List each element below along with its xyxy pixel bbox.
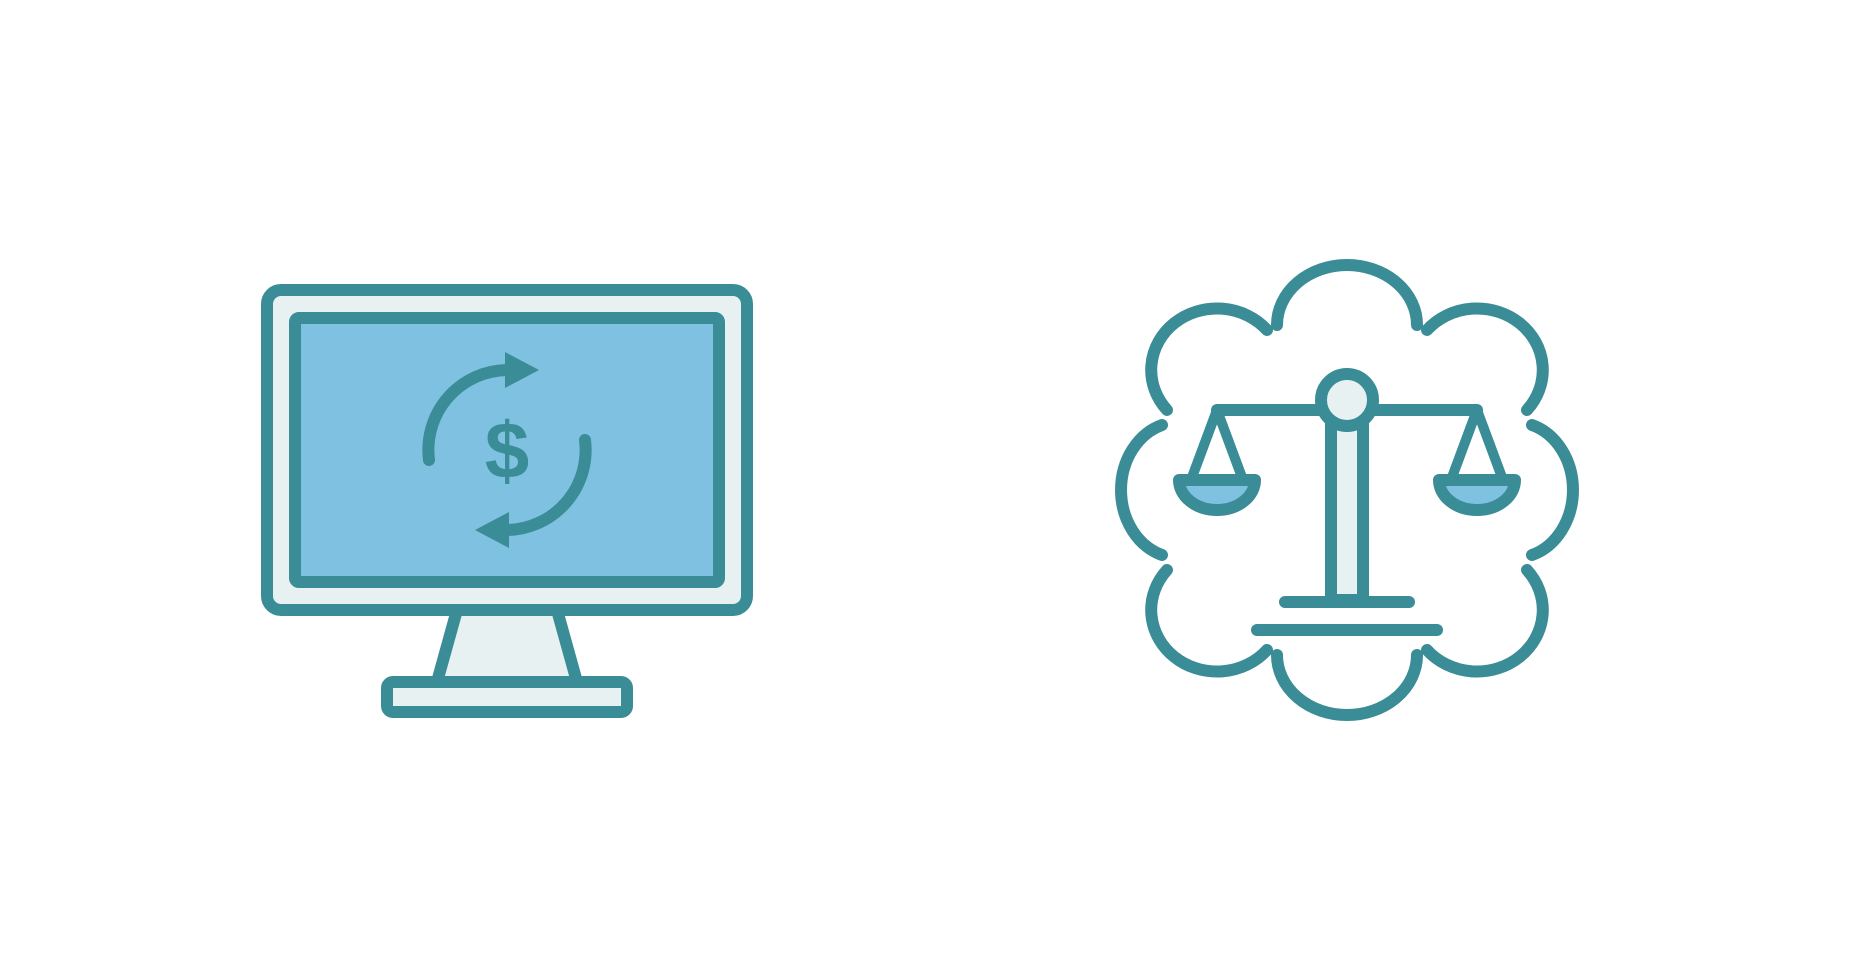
- monitor-stand-neck: [437, 610, 577, 682]
- scale-pillar: [1331, 410, 1363, 600]
- left-pan: [1179, 480, 1255, 510]
- scales-svg: [1087, 230, 1607, 750]
- dollar-sign: $: [485, 406, 530, 495]
- monitor-stand-base: [387, 682, 627, 712]
- monitor-svg: $: [247, 230, 767, 750]
- right-string-2: [1477, 410, 1503, 480]
- monitor-money-refresh-icon: $: [247, 230, 767, 750]
- right-pan: [1439, 480, 1515, 510]
- right-string-1: [1451, 410, 1477, 480]
- scale-top-ball: [1321, 374, 1373, 426]
- scales-cloud-icon: [1087, 230, 1607, 750]
- left-string-2: [1217, 410, 1243, 480]
- left-string-1: [1191, 410, 1217, 480]
- icon-set: $: [0, 0, 1854, 980]
